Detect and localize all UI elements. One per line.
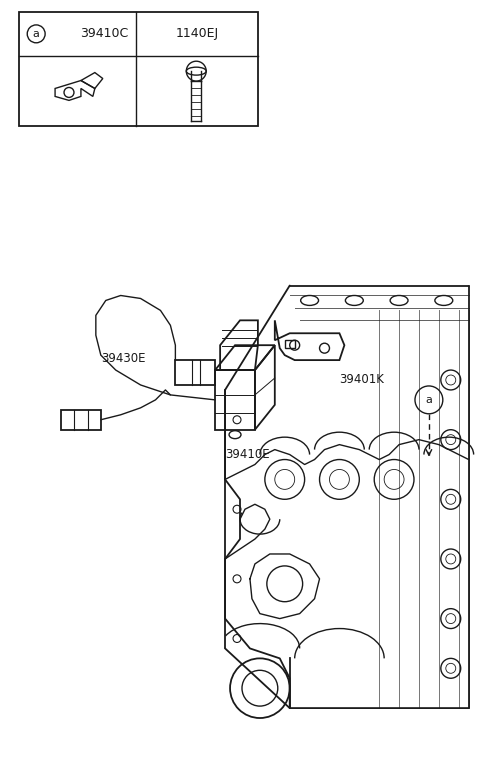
Text: a: a <box>425 395 432 405</box>
Text: 39410E: 39410E <box>225 448 270 461</box>
Text: a: a <box>33 29 40 39</box>
Text: 39401K: 39401K <box>339 373 384 387</box>
Text: 39430E: 39430E <box>101 351 145 365</box>
Text: 1140EJ: 1140EJ <box>176 27 218 40</box>
Bar <box>285 340 295 348</box>
Text: 39410C: 39410C <box>80 27 128 40</box>
Bar <box>19 12 258 126</box>
